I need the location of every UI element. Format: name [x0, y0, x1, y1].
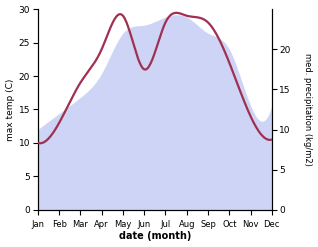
X-axis label: date (month): date (month) — [119, 231, 191, 242]
Y-axis label: max temp (C): max temp (C) — [5, 78, 15, 141]
Y-axis label: med. precipitation (kg/m2): med. precipitation (kg/m2) — [303, 53, 313, 166]
